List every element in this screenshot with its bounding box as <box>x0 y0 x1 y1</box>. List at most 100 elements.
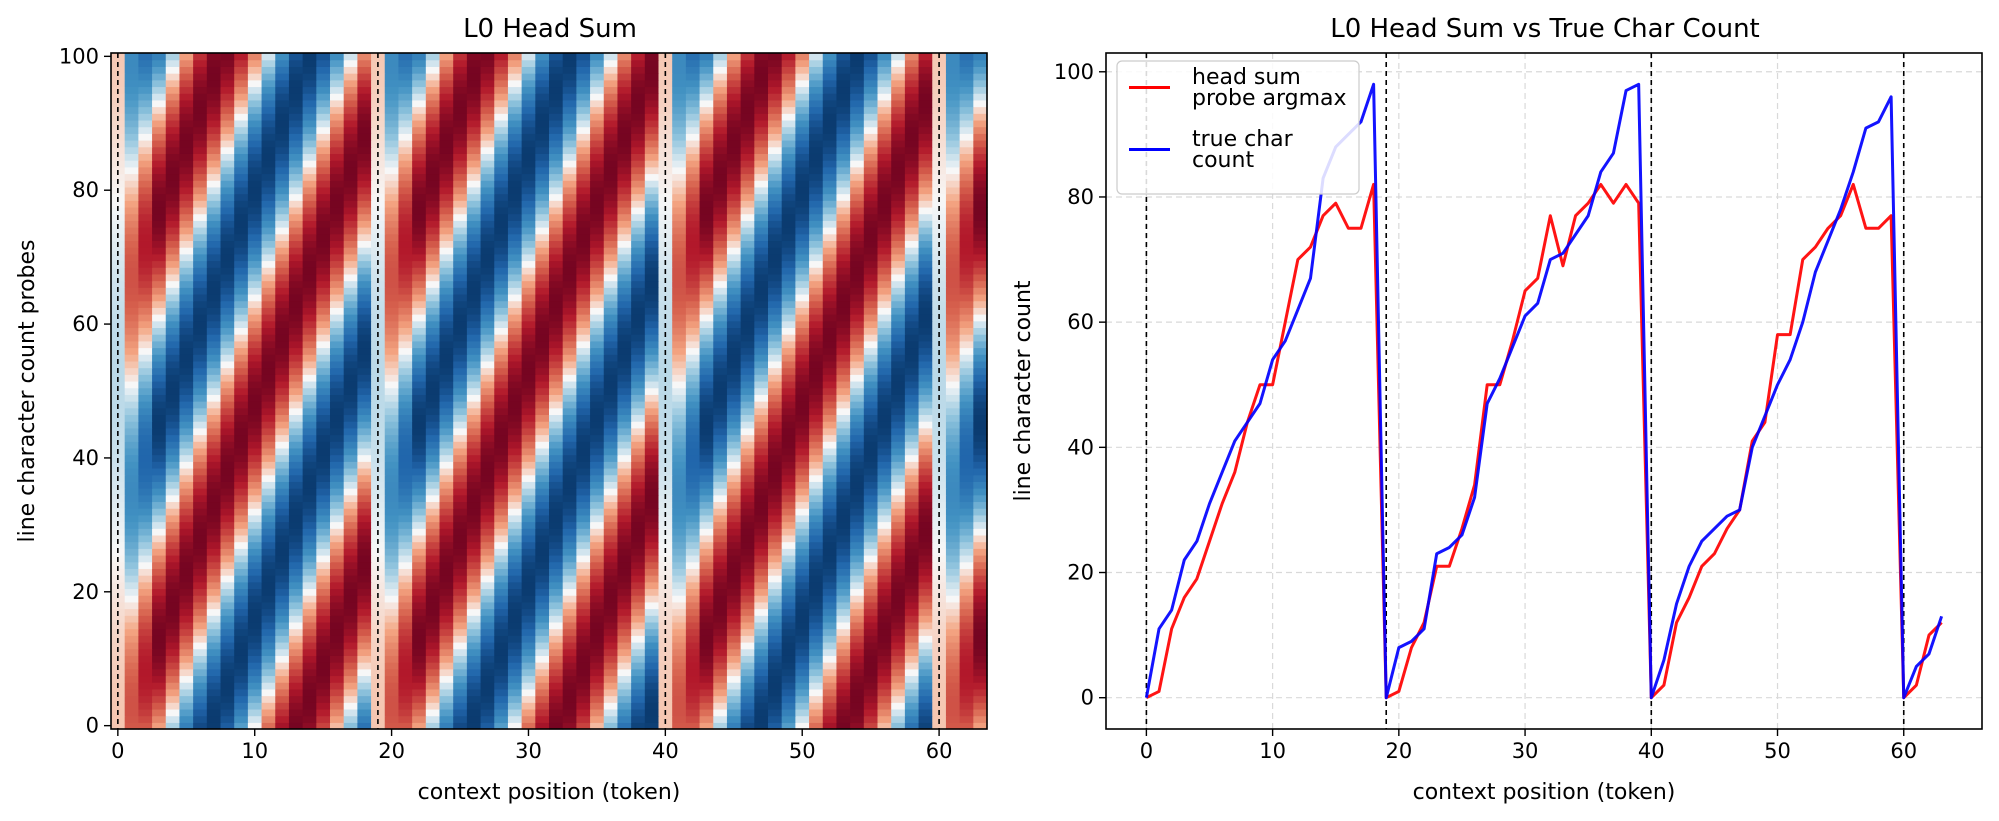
heatmap-cell <box>576 668 591 677</box>
heatmap-cell <box>234 233 249 242</box>
heatmap-cell <box>439 434 454 442</box>
heatmap-cell <box>891 220 906 228</box>
heatmap-cell <box>384 340 400 349</box>
heatmap-cell <box>631 534 646 543</box>
heatmap-cell <box>713 407 728 416</box>
heatmap-cell <box>398 521 413 529</box>
heatmap-cell <box>330 695 345 703</box>
heatmap-cell <box>206 722 222 730</box>
heatmap-cell <box>384 581 400 590</box>
heatmap-cell <box>904 227 920 235</box>
heatmap-cell <box>836 220 851 228</box>
heatmap-cell <box>877 588 892 596</box>
heatmap-cell <box>453 514 468 523</box>
heatmap-cell <box>754 715 769 723</box>
heatmap-cell <box>863 688 879 697</box>
heatmap-cell <box>672 708 687 717</box>
heatmap-cell <box>384 387 400 395</box>
heatmap-cell <box>412 621 427 630</box>
heatmap-cell <box>726 260 742 268</box>
heatmap-cell <box>891 722 906 730</box>
heatmap-cell <box>631 253 646 262</box>
heatmap-cell <box>781 501 796 509</box>
heatmap-cell <box>685 648 701 656</box>
heatmap-cell <box>863 575 879 583</box>
heatmap-cell <box>124 528 139 536</box>
heatmap-cell <box>904 307 920 315</box>
heatmap-cell <box>850 227 865 235</box>
heatmap-cell <box>206 608 222 616</box>
heatmap-cell <box>603 548 619 556</box>
heatmap-cell <box>590 380 605 389</box>
heatmap-cell <box>466 454 482 462</box>
heatmap-cell <box>877 715 892 723</box>
heatmap-cell <box>302 307 317 315</box>
heatmap-cell <box>412 722 427 730</box>
heatmap-cell <box>617 561 632 569</box>
heatmap-cell <box>247 287 263 295</box>
heatmap-cell <box>685 708 701 717</box>
heatmap-cell <box>863 454 879 462</box>
heatmap-cell <box>466 474 482 482</box>
heatmap-cell <box>672 414 687 422</box>
heatmap-cell <box>111 675 126 683</box>
heatmap-cell <box>507 702 523 710</box>
heatmap-cell <box>480 648 495 656</box>
heatmap-cell <box>877 575 892 583</box>
heatmap-cell <box>644 380 660 389</box>
heatmap-cell <box>343 668 358 677</box>
heatmap-cell <box>850 347 865 355</box>
heatmap-cell <box>603 554 619 563</box>
heatmap-cell <box>549 360 564 369</box>
heatmap-cell <box>617 206 632 215</box>
heatmap-cell <box>850 280 865 288</box>
heatmap-cell <box>685 434 701 442</box>
heatmap-cell <box>631 233 646 242</box>
heatmap-cell <box>891 427 906 436</box>
heatmap-cell <box>781 434 796 442</box>
heatmap-cell <box>494 581 509 590</box>
heatmap-cell <box>973 521 988 529</box>
heatmap-cell <box>206 588 222 596</box>
heatmap-cell <box>480 441 495 449</box>
heatmap-cell <box>220 427 235 436</box>
heatmap-cell <box>247 601 263 610</box>
heatmap-cell <box>945 441 961 449</box>
heatmap-cell <box>631 280 646 288</box>
heatmap-cell <box>384 641 400 650</box>
heatmap-cell <box>288 608 304 616</box>
heatmap-cell <box>590 227 605 235</box>
heatmap-cell <box>740 554 755 563</box>
heatmap-cell <box>220 595 235 603</box>
heatmap-cell <box>576 240 591 248</box>
heatmap-cell <box>398 293 413 302</box>
heatmap-cell <box>330 441 345 449</box>
heatmap-cell <box>357 688 372 697</box>
heatmap-cell <box>165 434 181 442</box>
heatmap-cell <box>466 293 482 302</box>
heatmap-cell <box>480 401 495 409</box>
heatmap-cell <box>685 514 701 523</box>
heatmap-cell <box>357 481 372 489</box>
heatmap-cell <box>535 561 550 569</box>
heatmap-cell <box>480 581 495 590</box>
heatmap-cell <box>316 441 331 449</box>
heatmap-cell <box>152 401 167 409</box>
heatmap-cell <box>261 340 276 349</box>
heatmap-cell <box>781 615 796 623</box>
heatmap-cell <box>822 668 838 677</box>
heatmap-cell <box>193 407 208 416</box>
heatmap-cell <box>398 528 413 536</box>
heatmap-cell <box>795 641 810 650</box>
heatmap-cell <box>768 434 783 442</box>
heatmap-cell <box>261 206 276 215</box>
heatmap-cell <box>918 327 933 335</box>
heatmap-cell <box>453 641 468 650</box>
heatmap-cell <box>124 655 139 663</box>
heatmap-cell <box>507 615 523 623</box>
heatmap-cell <box>330 233 345 242</box>
heatmap-cell <box>768 601 783 610</box>
heatmap-cell <box>165 548 181 556</box>
heatmap-cell <box>973 675 988 683</box>
heatmap-cell <box>507 695 523 703</box>
